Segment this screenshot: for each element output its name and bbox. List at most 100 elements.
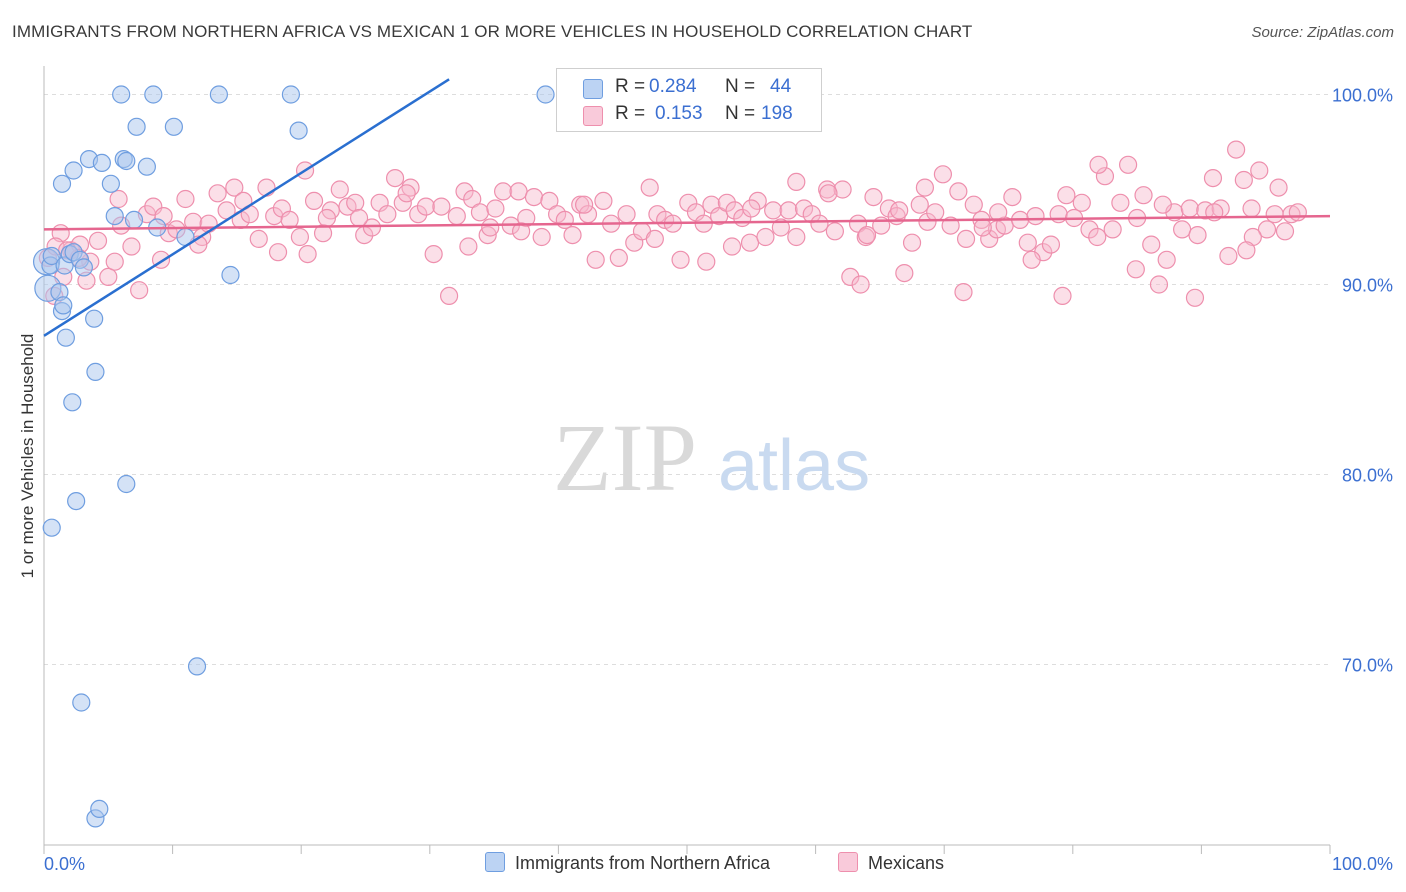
mexicans-point [1022,250,1041,269]
mexicans-point [280,210,299,229]
mexicans-point [1242,199,1261,218]
x-tick-label: 0.0% [44,854,85,874]
watermark-atlas: atlas [718,426,870,506]
immigrants-point [63,393,82,412]
mexicans-point [1153,195,1172,214]
mexicans-point [1057,186,1076,205]
mexicans-point [555,210,574,229]
mexicans-point [1250,161,1269,180]
mexicans-point [470,203,490,222]
mexicans-point [1237,241,1256,260]
mexicans-point [1018,233,1037,252]
mexicans-trend-line [43,214,1331,231]
mexicans-point [980,229,999,248]
mexicans-point [748,191,767,210]
mexicans-point [890,201,909,220]
mexicans-point [1227,140,1246,159]
mexicans-point [99,267,118,286]
correlation-legend: R = 0.284 N = 44 R = 0.153 N = 198 [556,68,822,132]
mexicans-point [393,193,412,212]
mexicans-point [1188,226,1207,245]
immigrants-point [187,657,207,676]
immigrants-point [90,799,109,819]
immigrants-point [101,174,120,193]
legend-n-label: N = [725,103,756,124]
immigrants-point [42,518,61,537]
mexicans-point [208,184,227,203]
bottom-legend-swatch-blue [485,852,505,872]
mexicans-point [481,218,500,237]
mexicans-point [532,227,551,247]
mexicans-point [1126,260,1145,279]
mexicans-point [973,218,992,237]
mexicans-point [459,237,478,256]
mexicans-point [586,250,605,269]
mexicans-point [509,182,528,201]
mexicans-point [895,264,914,283]
mexicans-point [1088,227,1107,247]
y-tick-label: 100.0% [1332,86,1393,106]
mexicans-point [915,178,935,197]
mexicans-point [851,275,870,294]
mexicans-point [841,267,860,286]
mexicans-point [926,203,945,222]
mexicans-point [949,182,968,201]
mexicans-point [1265,205,1284,224]
immigrants-point [117,151,136,171]
mexicans-point [1180,199,1199,218]
immigrants-point [124,210,144,229]
mexicans-point [362,218,382,237]
mexicans-point [290,227,310,247]
chart-title: IMMIGRANTS FROM NORTHERN AFRICA VS MEXIC… [12,22,973,41]
mexicans-point [313,224,333,243]
immigrants-point [67,492,86,511]
legend-r-value: 0.284 [649,76,697,97]
immigrants-point [281,85,301,104]
mexicans-point [225,178,244,197]
mexicans-point [1118,155,1138,174]
mexicans-point [494,182,513,201]
bottom-legend-swatch-pink [838,852,858,872]
mexicans-point [109,189,128,209]
source-note: Source: ZipAtlas.com [1251,24,1394,41]
immigrants-point [92,153,111,172]
mexicans-point [1288,203,1307,222]
mexicans-point [385,169,405,188]
bottom-legend-mexicans: Mexicans [838,852,944,874]
mexicans-point [439,286,459,305]
immigrants-point [117,474,136,494]
mexicans-point [594,191,613,210]
mexicans-point [1080,220,1099,239]
bottom-legend-immigrants: Immigrants from Northern Africa [485,852,770,874]
mexicans-point [679,193,698,212]
mexicans-point [819,184,838,203]
legend-n-value: 44 [770,76,792,97]
trend-lines [43,78,1331,337]
legend-n-label: N = [725,76,756,97]
mexicans-point [697,252,716,271]
mexicans-point [1149,275,1169,294]
mexicans-point [265,207,284,226]
mexicans-point [1053,286,1072,305]
immigrants-point [289,121,308,140]
mexicans-point [918,212,937,231]
mexicans-point [330,180,349,199]
watermark-zip: ZIP [553,404,697,511]
immigrants-point [85,309,104,328]
legend-n-value: 198 [761,103,793,124]
mexicans-point [964,195,983,214]
mexicans-point [1219,246,1238,266]
mexicans-point [424,245,443,264]
mexicans-point [397,184,416,203]
y-tick-label: 80.0% [1342,466,1393,486]
mexicans-point [317,208,337,228]
mexicans-point [742,199,761,218]
mexicans-point [833,180,852,199]
immigrants-point [64,161,83,180]
mexicans-point [105,252,124,271]
mexicans-point [787,227,806,247]
mexicans-point [640,178,659,197]
bottom-legend-label: Immigrants from Northern Africa [515,853,771,873]
immigrants-point [72,693,91,712]
